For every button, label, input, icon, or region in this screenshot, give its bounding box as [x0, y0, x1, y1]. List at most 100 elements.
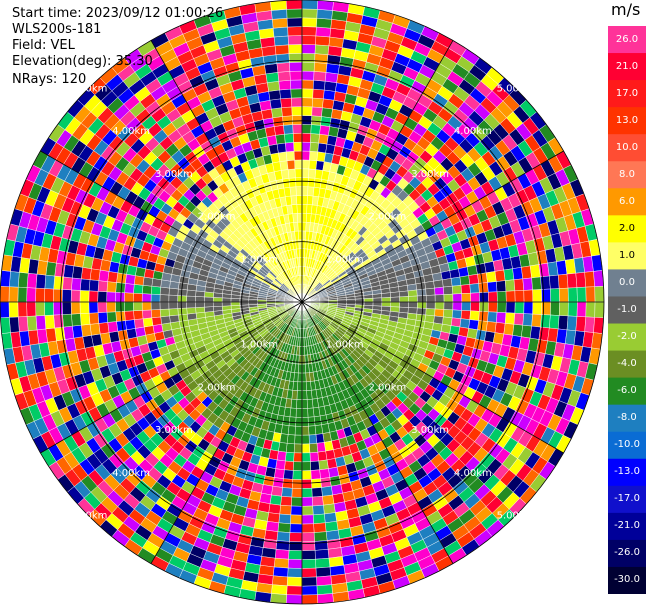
- range-ring-label: 3.00km: [411, 169, 449, 180]
- velocity-gate: [72, 265, 83, 280]
- velocity-gate: [434, 301, 445, 310]
- velocity-gate: [35, 301, 46, 317]
- velocity-gate: [390, 301, 400, 308]
- velocity-gate: [115, 291, 125, 303]
- instrument-label: WLS200s-181: [12, 22, 102, 37]
- velocity-gate: [273, 125, 285, 136]
- velocity-gate: [295, 408, 303, 418]
- velocity-gate: [309, 150, 319, 161]
- velocity-gate: [301, 425, 310, 436]
- velocity-gate: [398, 290, 409, 298]
- velocity-gate: [294, 230, 299, 241]
- velocity-gate: [469, 283, 480, 294]
- velocity-gate: [281, 487, 293, 498]
- velocity-gate: [479, 291, 489, 303]
- velocity-gate: [323, 503, 336, 515]
- velocity-gate: [63, 325, 75, 340]
- velocity-gate: [272, 575, 288, 587]
- velocity-gate: [282, 115, 293, 126]
- velocity-gate: [324, 521, 339, 532]
- velocity-gate: [283, 124, 294, 135]
- velocity-gate: [298, 239, 303, 250]
- velocity-gate: [282, 478, 293, 489]
- velocity-gate: [301, 88, 314, 99]
- velocity-gate: [314, 540, 329, 551]
- velocity-gate: [461, 301, 472, 312]
- velocity-gate: [287, 558, 303, 569]
- velocity-gate: [301, 35, 317, 46]
- velocity-gate: [301, 26, 317, 37]
- velocity-gate: [324, 72, 339, 83]
- velocity-gate: [277, 522, 291, 533]
- velocity-gate: [278, 513, 292, 525]
- velocity-gate: [301, 585, 318, 596]
- velocity-gate: [468, 319, 479, 331]
- velocity-gate: [291, 97, 303, 108]
- velocity-gate: [318, 133, 329, 145]
- velocity-gate: [529, 264, 541, 279]
- velocity-gate: [496, 291, 507, 303]
- velocity-gate: [270, 0, 287, 11]
- velocity-gate: [488, 301, 498, 313]
- velocity-gate: [248, 301, 258, 306]
- velocity-gate: [494, 322, 506, 335]
- velocity-gate: [305, 363, 310, 374]
- velocity-gate: [269, 494, 282, 506]
- colorbar-tick-label: -4.0: [617, 358, 637, 370]
- velocity-gate: [301, 434, 310, 445]
- velocity-gate: [295, 417, 303, 427]
- velocity-gate: [494, 269, 506, 282]
- velocity-gate: [363, 294, 374, 299]
- velocity-gate: [285, 142, 295, 153]
- colorbar-tick-label: 0.0: [619, 276, 635, 288]
- velocity-gate: [177, 301, 187, 309]
- velocity-gate: [514, 301, 525, 314]
- velocity-gate: [307, 177, 316, 188]
- velocity-gate: [286, 434, 296, 445]
- velocity-gate: [106, 281, 117, 293]
- velocity-gate: [308, 168, 317, 179]
- velocity-gate: [80, 324, 92, 337]
- velocity-gate: [272, 477, 284, 488]
- velocity-gate: [26, 301, 37, 317]
- velocity-gate: [79, 290, 90, 303]
- velocity-gate: [283, 469, 294, 480]
- velocity-gate: [312, 504, 325, 516]
- velocity-gate: [319, 468, 331, 479]
- velocity-gate: [512, 324, 524, 337]
- velocity-gate: [317, 593, 334, 604]
- velocity-gate: [433, 279, 444, 289]
- velocity-gate: [279, 88, 292, 100]
- colorbar-tick-label: -17.0: [614, 493, 640, 505]
- velocity-gate: [301, 53, 316, 63]
- velocity-gate: [213, 305, 223, 312]
- velocity-gate: [230, 298, 241, 303]
- velocity-gate: [301, 186, 309, 196]
- velocity-gate: [314, 44, 330, 55]
- velocity-gate: [301, 594, 319, 605]
- velocity-gate: [297, 372, 303, 383]
- velocity-gate: [477, 272, 488, 284]
- velocity-gate: [390, 296, 400, 303]
- velocity-gate: [287, 425, 296, 436]
- velocity-gate: [268, 89, 281, 101]
- velocity-gate: [594, 301, 605, 319]
- velocity-gate: [301, 372, 307, 383]
- velocity-gate: [133, 284, 144, 294]
- velocity-gate: [566, 272, 578, 289]
- velocity-gate: [301, 381, 307, 392]
- velocity-gate: [293, 221, 299, 232]
- velocity-gate: [79, 312, 91, 326]
- velocity-gate: [293, 141, 303, 152]
- velocity-gate: [273, 35, 289, 47]
- velocity-gate: [301, 461, 312, 472]
- velocity-gate: [276, 142, 287, 154]
- colorbar-tick-label: 21.0: [615, 60, 639, 72]
- velocity-gate: [485, 321, 497, 333]
- range-ring-label: 1.00km: [326, 340, 364, 351]
- velocity-gate: [315, 35, 331, 47]
- velocity-gate: [291, 496, 303, 507]
- velocity-gate: [557, 315, 569, 331]
- velocity-gate: [416, 307, 427, 316]
- velocity-gate: [212, 301, 223, 307]
